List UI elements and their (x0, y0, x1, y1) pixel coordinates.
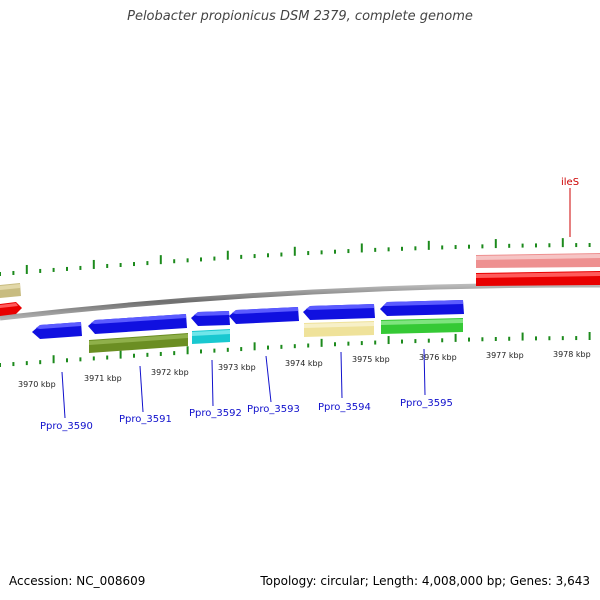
label-ppro-3592[interactable]: Ppro_3592 (189, 408, 242, 419)
gene-left-red[interactable] (0, 302, 22, 316)
label-ileS[interactable]: ileS (561, 177, 579, 188)
gene-khaki[interactable] (304, 321, 374, 337)
leader-ppro-3591 (139, 365, 144, 413)
scale-label-3978: 3978 kbp (553, 350, 591, 359)
label-ppro-3591[interactable]: Ppro_3591 (119, 414, 172, 425)
leader-ppro-3595 (423, 348, 426, 396)
gene-ppro-3594[interactable] (303, 304, 375, 320)
gene-ppro-3593[interactable] (229, 307, 299, 324)
map-title: Pelobacter propionicus DSM 2379, complet… (127, 9, 473, 24)
label-ppro-3594[interactable]: Ppro_3594 (318, 402, 371, 413)
gene-olive[interactable] (89, 333, 188, 353)
scale-label-3970: 3970 kbp (18, 380, 56, 389)
label-ppro-3593[interactable]: Ppro_3593 (247, 404, 300, 415)
leader-ppro-3593 (265, 355, 272, 403)
scale-label-3971: 3971 kbp (84, 374, 122, 383)
label-ppro-3590[interactable]: Ppro_3590 (40, 421, 93, 432)
label-ppro-3595[interactable]: Ppro_3595 (400, 398, 453, 409)
scale-label-3973: 3973 kbp (218, 363, 256, 372)
scale-label-3974: 3974 kbp (285, 359, 323, 368)
gene-cyan[interactable] (192, 329, 230, 344)
locus-leader-lines (61, 348, 426, 419)
gene-ileS-pink[interactable] (476, 253, 600, 268)
scale-label-3975: 3975 kbp (352, 355, 390, 364)
scale-labels: 3970 kbp 3971 kbp 3972 kbp 3973 kbp 3974… (18, 350, 591, 389)
scale-label-3976: 3976 kbp (419, 353, 457, 362)
leader-ppro-3594 (340, 351, 343, 399)
gene-ppro-3592[interactable] (191, 311, 230, 326)
leader-ppro-3592 (211, 359, 214, 407)
scale-label-3972: 3972 kbp (151, 368, 189, 377)
genome-summary-text: Topology: circular; Length: 4,008,000 bp… (260, 574, 590, 588)
upper-tick-row (0, 238, 591, 276)
scale-label-3977: 3977 kbp (486, 351, 524, 360)
gene-ileS-red[interactable] (476, 271, 600, 286)
leader-ppro-3590 (61, 371, 66, 419)
genome-backbone (0, 282, 600, 321)
gene-ppro-3595[interactable] (380, 300, 464, 316)
gene-ppro-3590[interactable] (32, 322, 82, 339)
gene-ppro-3591[interactable] (88, 314, 187, 334)
gene-left-tan[interactable] (0, 283, 21, 298)
accession-text: Accession: NC_008609 (9, 574, 146, 588)
lower-tick-row (0, 332, 591, 367)
gene-green[interactable] (381, 318, 463, 334)
